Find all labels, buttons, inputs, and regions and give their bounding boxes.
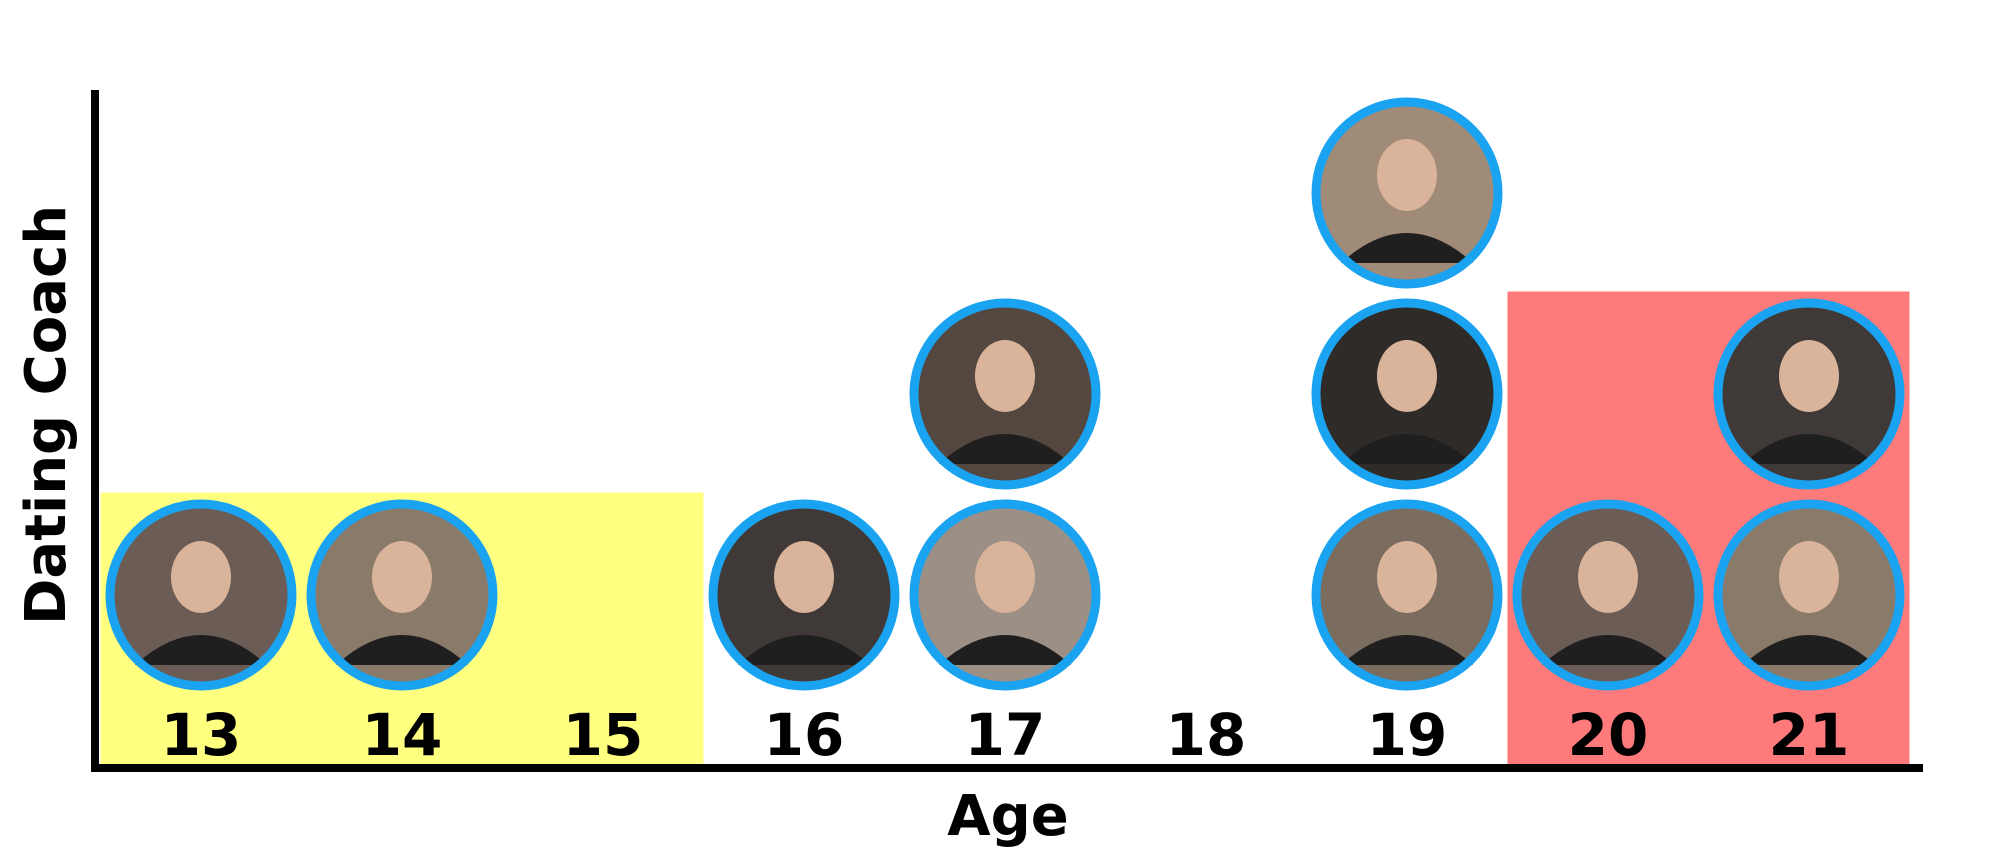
coach-markers (105, 97, 1905, 691)
coach-marker-age-20 (1512, 499, 1704, 691)
coach-marker-age-17 (909, 298, 1101, 490)
x-tick-label: 18 (1166, 701, 1247, 769)
x-tick-label: 20 (1568, 701, 1649, 769)
coach-marker-age-14 (306, 499, 498, 691)
coach-marker-age-21 (1713, 499, 1905, 691)
x-tick-labels: 13 14 15 16 17 18 19 20 21 (161, 701, 1850, 769)
y-axis-title: Dating Coach (14, 205, 79, 625)
coach-marker-age-16 (708, 499, 900, 691)
x-tick-label: 13 (161, 701, 242, 769)
coach-marker-age-17 (909, 499, 1101, 691)
x-tick-label: 14 (362, 701, 443, 769)
x-tick-label: 16 (764, 701, 845, 769)
coach-marker-age-21 (1713, 298, 1905, 490)
x-tick-label: 15 (563, 701, 644, 769)
coach-marker-age-13 (105, 499, 297, 691)
x-tick-label: 21 (1769, 701, 1850, 769)
x-tick-label: 19 (1367, 701, 1448, 769)
axes (91, 90, 1923, 772)
coach-marker-age-19 (1311, 499, 1503, 691)
x-tick-label: 17 (965, 701, 1046, 769)
coach-marker-age-19 (1311, 298, 1503, 490)
coach-marker-age-19 (1311, 97, 1503, 289)
x-axis-title: Age (947, 784, 1068, 849)
